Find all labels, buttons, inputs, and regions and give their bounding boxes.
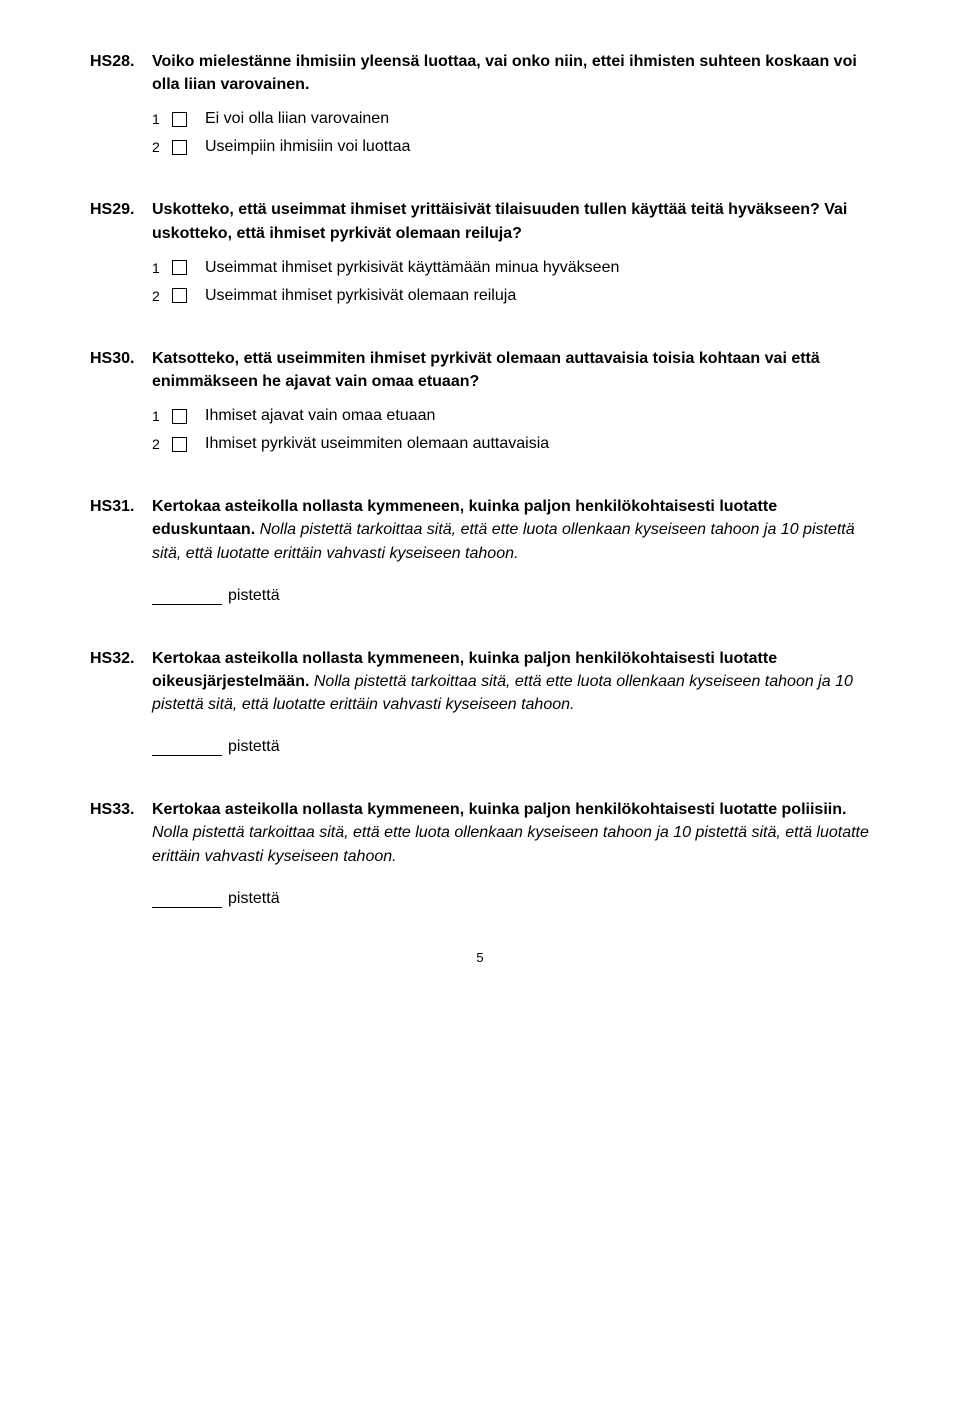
option-row: 1 Ei voi olla liian varovainen xyxy=(152,110,870,128)
question-italic: Nolla pistettä tarkoittaa sitä, että ett… xyxy=(152,521,855,561)
question-header: HS33. Kertokaa asteikolla nollasta kymme… xyxy=(90,798,870,868)
question-number: HS28. xyxy=(90,50,152,96)
option-number: 2 xyxy=(152,288,172,304)
checkbox[interactable] xyxy=(172,409,187,424)
blank-input[interactable] xyxy=(152,892,222,908)
question-header: HS31. Kertokaa asteikolla nollasta kymme… xyxy=(90,495,870,565)
option-number: 1 xyxy=(152,111,172,127)
question-text: Katsotteko, että useimmiten ihmiset pyrk… xyxy=(152,347,870,393)
option-label: Useimpiin ihmisiin voi luottaa xyxy=(205,138,410,156)
question-bold: Katsotteko, että useimmiten ihmiset pyrk… xyxy=(152,350,820,390)
checkbox[interactable] xyxy=(172,437,187,452)
checkbox[interactable] xyxy=(172,260,187,275)
option-label: Useimmat ihmiset pyrkisivät käyttämään m… xyxy=(205,259,619,277)
option-label: Ei voi olla liian varovainen xyxy=(205,110,389,128)
question-hs29: HS29. Uskotteko, että useimmat ihmiset y… xyxy=(90,198,870,304)
question-number: HS30. xyxy=(90,347,152,393)
question-text: Voiko mielestänne ihmisiin yleensä luott… xyxy=(152,50,870,96)
checkbox[interactable] xyxy=(172,288,187,303)
options-list: 1 Ei voi olla liian varovainen 2 Useimpi… xyxy=(152,110,870,156)
option-row: 1 Ihmiset ajavat vain omaa etuaan xyxy=(152,407,870,425)
option-row: 2 Ihmiset pyrkivät useimmiten olemaan au… xyxy=(152,435,870,453)
question-number: HS32. xyxy=(90,647,152,717)
question-header: HS29. Uskotteko, että useimmat ihmiset y… xyxy=(90,198,870,244)
question-number: HS33. xyxy=(90,798,152,868)
question-text: Kertokaa asteikolla nollasta kymmeneen, … xyxy=(152,647,870,717)
question-header: HS30. Katsotteko, että useimmiten ihmise… xyxy=(90,347,870,393)
answer-line: pistettä xyxy=(152,587,870,605)
question-text: Kertokaa asteikolla nollasta kymmeneen, … xyxy=(152,798,870,868)
checkbox[interactable] xyxy=(172,140,187,155)
question-bold: Kertokaa asteikolla nollasta kymmeneen, … xyxy=(152,801,846,818)
option-number: 1 xyxy=(152,408,172,424)
option-row: 2 Useimmat ihmiset pyrkisivät olemaan re… xyxy=(152,287,870,305)
answer-unit: pistettä xyxy=(228,738,280,756)
option-number: 2 xyxy=(152,436,172,452)
answer-line: pistettä xyxy=(152,738,870,756)
question-number: HS29. xyxy=(90,198,152,244)
question-number: HS31. xyxy=(90,495,152,565)
question-text: Uskotteko, että useimmat ihmiset yrittäi… xyxy=(152,198,870,244)
question-hs30: HS30. Katsotteko, että useimmiten ihmise… xyxy=(90,347,870,453)
option-row: 2 Useimpiin ihmisiin voi luottaa xyxy=(152,138,870,156)
options-list: 1 Ihmiset ajavat vain omaa etuaan 2 Ihmi… xyxy=(152,407,870,453)
question-bold: Uskotteko, että useimmat ihmiset yrittäi… xyxy=(152,201,847,241)
question-italic: Nolla pistettä tarkoittaa sitä, että ett… xyxy=(152,824,869,864)
option-label: Ihmiset ajavat vain omaa etuaan xyxy=(205,407,435,425)
page-number: 5 xyxy=(90,950,870,965)
answer-unit: pistettä xyxy=(228,890,280,908)
option-number: 1 xyxy=(152,260,172,276)
options-list: 1 Useimmat ihmiset pyrkisivät käyttämään… xyxy=(152,259,870,305)
option-label: Useimmat ihmiset pyrkisivät olemaan reil… xyxy=(205,287,516,305)
question-header: HS32. Kertokaa asteikolla nollasta kymme… xyxy=(90,647,870,717)
option-number: 2 xyxy=(152,139,172,155)
question-header: HS28. Voiko mielestänne ihmisiin yleensä… xyxy=(90,50,870,96)
option-label: Ihmiset pyrkivät useimmiten olemaan autt… xyxy=(205,435,549,453)
question-hs28: HS28. Voiko mielestänne ihmisiin yleensä… xyxy=(90,50,870,156)
question-hs31: HS31. Kertokaa asteikolla nollasta kymme… xyxy=(90,495,870,605)
checkbox[interactable] xyxy=(172,112,187,127)
option-row: 1 Useimmat ihmiset pyrkisivät käyttämään… xyxy=(152,259,870,277)
answer-line: pistettä xyxy=(152,890,870,908)
question-hs33: HS33. Kertokaa asteikolla nollasta kymme… xyxy=(90,798,870,908)
question-hs32: HS32. Kertokaa asteikolla nollasta kymme… xyxy=(90,647,870,757)
question-bold: Voiko mielestänne ihmisiin yleensä luott… xyxy=(152,53,857,93)
blank-input[interactable] xyxy=(152,589,222,605)
answer-unit: pistettä xyxy=(228,587,280,605)
question-text: Kertokaa asteikolla nollasta kymmeneen, … xyxy=(152,495,870,565)
blank-input[interactable] xyxy=(152,740,222,756)
